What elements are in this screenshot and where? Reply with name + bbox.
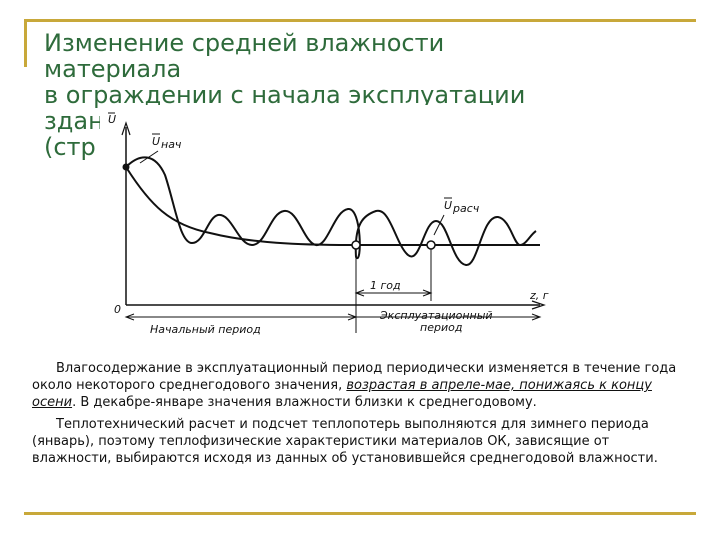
title-line-2: материала — [44, 55, 182, 83]
p1-emphasis: возрастая в апреле-мае, понижаясь к конц… — [32, 378, 652, 410]
paragraph-operating-moisture: Влагосодержание в эксплуатационный перио… — [32, 360, 692, 411]
title-line-5: (стр — [44, 133, 96, 161]
paragraph-thermal-calculation: Теплотехнический расчет и подсчет теплоп… — [32, 416, 692, 467]
origin-label: 0 — [114, 303, 121, 316]
p1-text-after: . В декабре-январе значения влажности бл… — [72, 395, 537, 410]
year-span-arrow-left — [354, 289, 365, 297]
moisture-diagram-svg: U z, г 0 U нач U расч 1 год — [108, 112, 549, 336]
initial-period-label: Начальный период — [150, 323, 261, 336]
year-start-marker — [351, 240, 361, 250]
u-start-label: U — [152, 135, 160, 148]
initial-period-arrow-left — [124, 313, 135, 321]
year-end-marker — [426, 240, 436, 250]
operation-period-label-1: Эксплуатационный — [379, 309, 493, 322]
title-line-1: Изменение средней влажности — [44, 29, 445, 57]
start-point-marker — [122, 163, 130, 171]
x-axis-arrow — [531, 300, 546, 310]
moisture-diagram: U z, г 0 U нач U расч 1 год — [100, 105, 560, 345]
year-span-arrow-right — [422, 289, 433, 297]
operation-period-label-2: период — [420, 321, 462, 334]
u-start-sub: нач — [161, 138, 182, 151]
frame-top-line — [24, 19, 696, 22]
frame-bottom-line — [24, 512, 696, 515]
title-line-3: в ограждении с начала эксплуатации — [44, 81, 526, 109]
p2-text: Теплотехнический расчет и подсчет теплоп… — [32, 417, 658, 466]
u-calc-label: U — [444, 199, 452, 212]
operation-period-arrow — [531, 313, 542, 321]
frame-left-line — [24, 19, 27, 67]
p1-text-before: Влагосодержание в эксплуатационный перио… — [32, 361, 677, 393]
x-axis-label: z, г — [529, 289, 549, 302]
y-axis-label: U — [108, 113, 116, 126]
y-axis-arrow — [121, 121, 131, 136]
u-calc-leader — [433, 214, 445, 236]
u-calc-sub: расч — [452, 202, 480, 215]
year-span-label: 1 год — [370, 279, 401, 292]
